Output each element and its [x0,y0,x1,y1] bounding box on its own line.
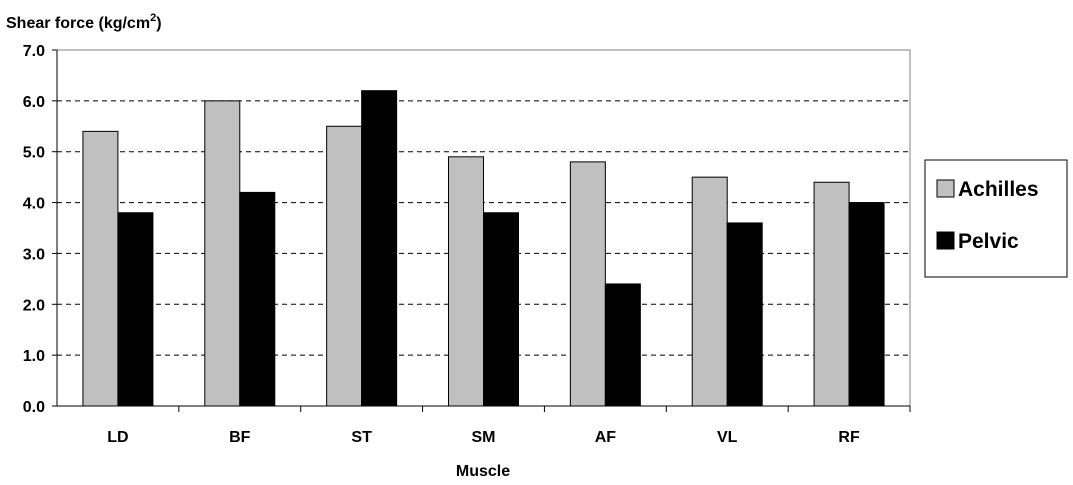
y-tick-labels: 0.0 1.0 2.0 3.0 4.0 5.0 6.0 7.0 [23,43,45,416]
x-tick-label: RF [838,429,860,446]
x-tick-label: VL [717,429,738,446]
legend-swatch [936,231,955,250]
y-tick-label: 3.0 [23,246,45,263]
bar-achilles [691,176,728,407]
bars [82,90,885,407]
y-tick-label: 2.0 [23,297,45,314]
bar-achilles [204,100,241,407]
y-axis-title: Shear force (kg/cm2) [6,12,162,32]
bar-pelvic [604,283,641,407]
y-tick-label: 0.0 [23,399,45,416]
legend-label: Pelvic [958,230,1019,253]
axes [52,49,911,412]
y-tick-label: 4.0 [23,196,45,213]
x-tick-label: ST [351,429,372,446]
bar-pelvic [239,191,276,407]
legend: Achilles Pelvic [924,159,1068,278]
bar-achilles [326,125,363,407]
bar-achilles [82,130,119,407]
legend-swatch [936,179,955,198]
legend-label: Achilles [958,178,1039,201]
bar-achilles [448,156,484,407]
bar-achilles [569,161,606,407]
bar-achilles [813,181,850,407]
x-tick-label: AF [595,429,617,446]
y-tick-label: 1.0 [23,348,45,365]
y-tick-label: 7.0 [23,43,45,60]
bar-pelvic [848,202,885,407]
bar-pelvic [483,212,519,407]
x-tick-label: SM [472,429,496,446]
x-tick-label: BF [229,429,251,446]
x-tick-labels: LD BF ST SM AF VL RF [107,429,860,446]
x-tick-label: LD [107,429,128,446]
x-axis-title: Muscle [456,463,510,480]
bar-pelvic [117,212,154,407]
y-tick-label: 6.0 [23,94,45,111]
bar-pelvic [726,222,763,407]
y-tick-label: 5.0 [23,145,45,162]
bar-pelvic [361,90,398,407]
